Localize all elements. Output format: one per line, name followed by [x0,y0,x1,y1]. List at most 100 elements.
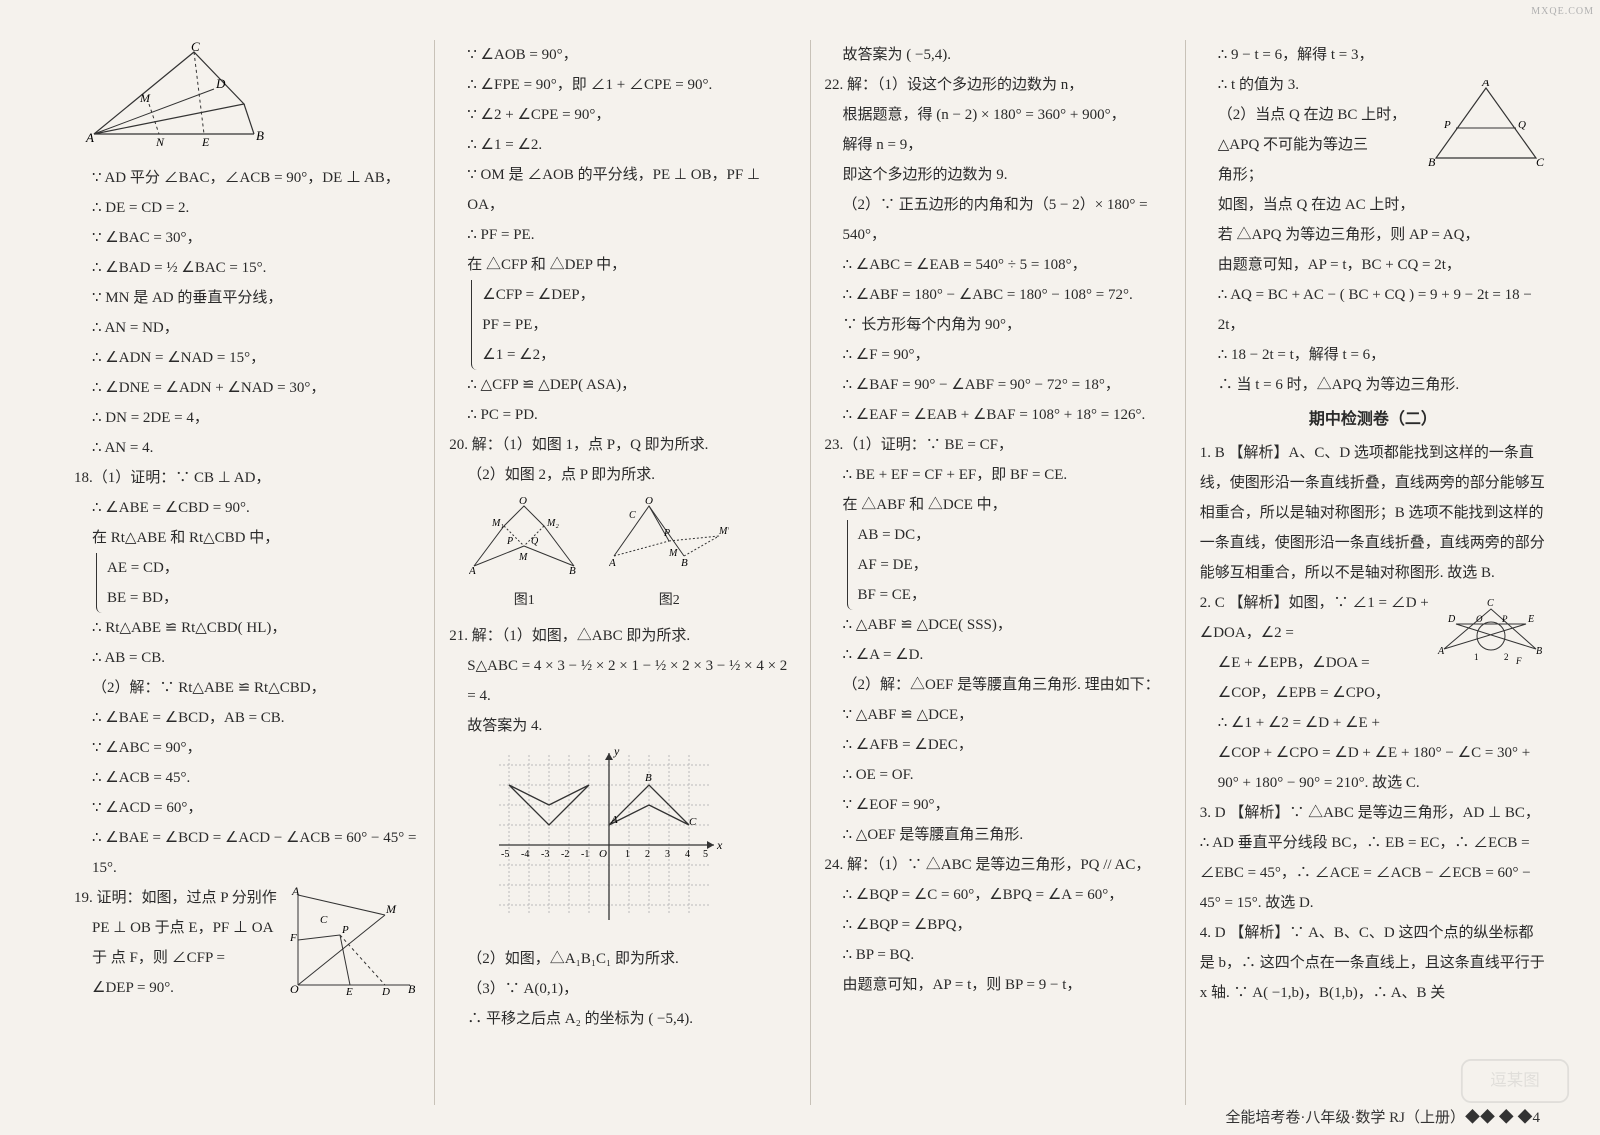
svg-text:C: C [320,914,328,926]
text-line: ∴ △OEF 是等腰直角三角形. [825,820,1171,850]
text-line: ∵ ∠BAC = 30°， [74,223,420,253]
text-line: 由题意可知，AP = t，则 BP = 9 − t， [825,970,1171,1000]
figure-rt-triangle: A O B M F C P E D [290,885,420,1006]
column-4: A B C P Q ∴ 9 − t = 6，解得 t = 3， ∴ t 的值为 … [1185,40,1560,1105]
brace-system: AB = DC， AF = DE， BF = CE， [847,520,1171,610]
svg-text:D: D [215,76,226,91]
text-line: ∴ ∠BQP = ∠BPQ， [825,910,1171,940]
text-line: ∠COP + ∠CPO = ∠D + ∠E + 180° − ∠C = 30° … [1200,738,1546,798]
problem-22: 22. 解：（1）设这个多边形的边数为 n， [825,70,1171,100]
text-line: 解得 n = 9， [825,130,1171,160]
svg-text:N: N [155,135,165,149]
text-line: ∴ △CFP ≌ △DEP( ASA)， [449,370,795,400]
text-line: ∴ ∠BAF = 90° − ∠ABF = 90° − 72° = 18°， [825,370,1171,400]
text-line: ∴ PF = PE. [449,220,795,250]
text-line: 故答案为 4. [449,711,795,741]
problem-23: 23.（1）证明：∵ BE = CF， [825,430,1171,460]
svg-text:P: P [663,528,670,539]
text-line: ∴ AQ = BC + AC − ( BC + CQ ) = 9 + 9 − 2… [1200,280,1546,340]
text-line: ∴ 当 t = 6 时，△APQ 为等边三角形. [1200,370,1546,400]
text-line: ∴ OE = OF. [825,760,1171,790]
problem-24: 24. 解：（1）∵ △ABC 是等边三角形，PQ // AC， [825,850,1171,880]
problem-21: 21. 解：（1）如图，△ABC 即为所求. [449,621,795,651]
question-1: 1. B 【解析】A、C、D 选项都能找到这样的一条直线，使图形沿一条直线折叠，… [1200,438,1546,588]
text-line: ∴ ∠FPE = 90°，即 ∠1 + ∠CPE = 90°. [449,70,795,100]
svg-text:A: A [1437,646,1445,657]
svg-text:A: A [291,885,300,898]
svg-text:E: E [1527,614,1534,625]
svg-text:B: B [408,982,416,995]
problem-18: 18.（1）证明：∵ CB ⊥ AD， [74,463,420,493]
column-1: A B C D M N E ∵ AD 平分 ∠BAC，∠ACB = 90°，DE… [60,40,434,1105]
text-line: PF = PE， [482,310,795,340]
svg-text:P: P [1443,119,1451,131]
svg-text:C: C [1487,598,1494,609]
svg-text:B: B [256,128,264,143]
text-line: ∴ 18 − 2t = t，解得 t = 6， [1200,340,1546,370]
text-line: ∴ PC = PD. [449,400,795,430]
text-line: ∴ ∠ABF = 180° − ∠ABC = 180° − 108° = 72°… [825,280,1171,310]
column-3: 故答案为 ( −5,4). 22. 解：（1）设这个多边形的边数为 n， 根据题… [810,40,1185,1105]
svg-text:C: C [629,510,636,521]
svg-text:O: O [1476,614,1483,624]
text-line: BE = BD， [107,583,420,613]
text-line: ∴ Rt△ABE ≌ Rt△CBD( HL)， [74,613,420,643]
svg-text:M: M [668,548,678,559]
text-line: （2）∵ 正五边形的内角和为（5 − 2）× 180° = 540°， [825,190,1171,250]
text-line: ∴ AB = CB. [74,643,420,673]
svg-text:x: x [716,838,723,852]
text-line: ∴ ∠ABC = ∠EAB = 540° ÷ 5 = 108°， [825,250,1171,280]
svg-text:-2: -2 [561,849,569,860]
text-line: ∵ AD 平分 ∠BAC，∠ACB = 90°，DE ⊥ AB， [74,163,420,193]
svg-text:M₂: M₂ [546,518,559,529]
svg-text:B: B [1428,155,1436,169]
text-line: ∴ 9 − t = 6，解得 t = 3， [1200,40,1546,70]
text-line: 若 △APQ 为等边三角形，则 AP = AQ， [1200,220,1546,250]
svg-text:E: E [201,135,210,149]
svg-text:O: O [645,496,653,507]
page-footer: 全能培考卷·八年级·数学 RJ（上册）◆◆ ◆ ◆4 [1225,1106,1540,1127]
figure-coord-grid: x y O -5-4 -3-2 -1 12 34 5 A B C [489,745,795,936]
text-line: ∴ ∠1 + ∠2 = ∠D + ∠E + [1200,708,1546,738]
svg-text:A: A [610,814,618,826]
text-line: ∵ △ABF ≌ △DCE， [825,700,1171,730]
svg-text:3: 3 [665,849,670,860]
svg-text:A: A [469,565,476,576]
text-line: 故答案为 ( −5,4). [825,40,1171,70]
text-line: （2）如图，△A₁B₁C₁ 即为所求. [449,944,795,974]
text-line: ∴ ∠F = 90°， [825,340,1171,370]
svg-text:1: 1 [625,849,630,860]
svg-text:4: 4 [685,849,690,860]
svg-text:y: y [613,744,620,758]
text-line: ∵ ∠EOF = 90°， [825,790,1171,820]
svg-text:P: P [506,536,513,547]
text-line: ∴ ∠ADN = ∠NAD = 15°， [74,343,420,373]
text-line: 在 △ABF 和 △DCE 中， [825,490,1171,520]
figure-star-circle: A B C D E O P 2 1 F [1436,594,1546,685]
text-line: （2）解：∵ Rt△ABE ≌ Rt△CBD， [74,673,420,703]
text-line: 在 Rt△ABE 和 Rt△CBD 中， [74,523,420,553]
text-line: BF = CE， [858,580,1171,610]
text-line: 如图，当点 Q 在边 AC 上时， [1200,190,1546,220]
text-line: ∴ AN = ND， [74,313,420,343]
text-line: ∴ ∠ACB = 45°. [74,763,420,793]
svg-text:A: A [85,130,94,145]
text-line: ∵ 长方形每个内角为 90°， [825,310,1171,340]
page: MXQE.COM A B C D M N E ∵ AD 平分 ∠BAC，∠ACB… [0,0,1600,1135]
svg-text:E: E [345,986,353,995]
text-line: AF = DE， [858,550,1171,580]
watermark-text: MXQE.COM [1531,6,1594,17]
svg-text:B: B [569,565,576,576]
text-line: ∴ ∠1 = ∠2. [449,130,795,160]
svg-text:O: O [290,982,299,995]
fig2-label: 图2 [609,587,729,615]
text-line: ∴ ∠DNE = ∠ADN + ∠NAD = 30°， [74,373,420,403]
svg-text:C: C [689,816,697,828]
svg-text:A: A [609,557,616,569]
text-line: ∴ AN = 4. [74,433,420,463]
svg-text:C: C [1536,155,1545,169]
area-formula: S△ABC = 4 × 3 − ½ × 2 × 1 − ½ × 2 × 3 − … [449,651,795,711]
svg-text:D: D [1447,614,1456,625]
svg-text:D: D [381,986,390,995]
text-line: ∴ ∠AFB = ∠DEC， [825,730,1171,760]
